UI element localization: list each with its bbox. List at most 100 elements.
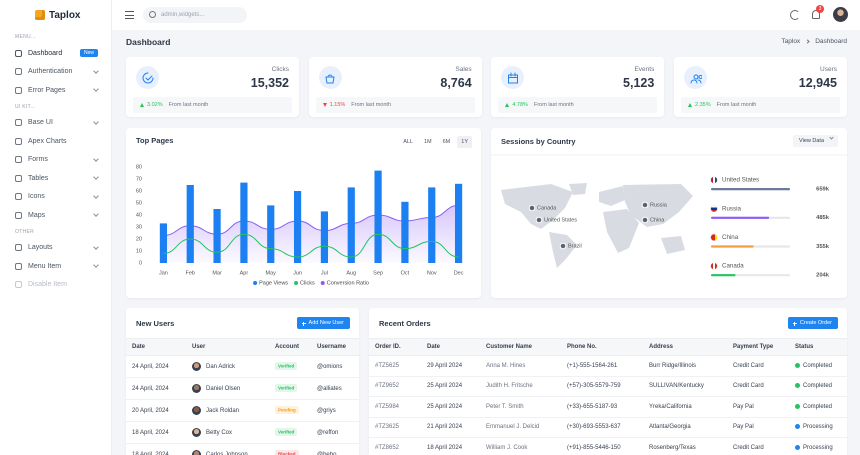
user-cell: Dan Adrick (186, 355, 269, 378)
country-flag (710, 233, 718, 241)
theme-toggle[interactable] (790, 10, 800, 20)
stat-label: Clicks (271, 66, 289, 73)
map-marker (528, 204, 536, 212)
x-tick-label: Jul (321, 270, 328, 276)
data-table: Order ID. Date Customer Name Phone No. Addre… (369, 338, 847, 455)
menu-icon (15, 86, 22, 94)
country-value: 659k (816, 187, 830, 193)
table-row: 18 April, 2024 Betty Cox Verified @reffon (126, 421, 359, 444)
menu-item[interactable]: Base UI (0, 114, 111, 133)
menu-item[interactable]: Apex Charts (0, 132, 111, 151)
status-cell: Completed (789, 396, 847, 418)
country-value: 204k (816, 273, 830, 279)
account-badge: Blocked (275, 450, 299, 455)
stat-card: Users 12,945 2.35% From last month (674, 57, 847, 117)
user-date: 24 April, 2024 (126, 355, 186, 378)
table-body: 24 April, 2024 Dan Adrick Verified @omions 2… (126, 355, 359, 455)
account-badge: Verified (275, 384, 298, 392)
stat-label: Events (634, 66, 655, 73)
stat-glyph (690, 73, 702, 83)
payment-type: Credit Card (727, 355, 789, 377)
status-dot (795, 403, 800, 409)
user-date: 18 April, 2024 (126, 443, 186, 455)
range-button[interactable]: 6M (442, 139, 451, 145)
user-name: Betty Cox (206, 430, 233, 437)
menu-item[interactable]: Forms (0, 151, 111, 170)
user-name: Dan Adrick (206, 364, 236, 371)
user-date: 18 April, 2024 (126, 421, 186, 444)
menu-section-label: OTHER (15, 228, 34, 235)
menu-item[interactable]: Maps (0, 206, 111, 225)
menu-chevron (93, 211, 99, 218)
x-tick-label: Mar (212, 270, 222, 276)
menu-item[interactable]: Tables (0, 169, 111, 188)
range-button[interactable]: 1Y (457, 136, 472, 148)
status-label: Processing (803, 424, 833, 431)
x-tick-label: Feb (186, 270, 195, 276)
search-icon (149, 11, 156, 18)
address: Yreka/California (643, 396, 727, 418)
column-header: Customer Name (480, 338, 561, 356)
account-cell: Verified (269, 355, 311, 378)
user-avatar (192, 362, 201, 371)
range-button[interactable]: 1M (423, 139, 432, 145)
table-row: 20 April, 2024 Jack Roldan Pending @griys (126, 399, 359, 422)
account-cell: Verified (269, 377, 311, 400)
header-row: Date User Account Username (126, 338, 359, 356)
status-label: Completed (803, 403, 833, 410)
view-data-button[interactable]: View Data (793, 135, 838, 147)
range-button[interactable]: ALL (403, 139, 413, 145)
user-name: Jack Roldan (206, 408, 240, 415)
order-id: #TZ8652 (369, 437, 421, 455)
stat-glyph-path (690, 73, 702, 83)
top-pages-card: 0 10 20 30 40 50 60 70 80 Jan Feb Mar Apr May Jun Jul Au… (126, 128, 481, 298)
order-id: #TZ3625 (369, 417, 421, 438)
menu-toggle[interactable] (125, 11, 134, 19)
change-note: From last month (716, 102, 757, 108)
menu-icon (15, 244, 22, 252)
menu-chevron (93, 86, 99, 93)
user-cell: Carlos Johnson (186, 443, 269, 455)
status-label: Completed (803, 362, 833, 369)
stat-label: Users (820, 66, 837, 73)
username: @griys (311, 399, 359, 422)
stat-glyph-path (325, 74, 335, 83)
table-body: #TZ5625 29 April 2024 Anna M. Hines (+1)-55… (369, 355, 847, 455)
stat-glyph (325, 74, 335, 83)
map-label: China (650, 217, 665, 223)
menu-item[interactable]: Layouts (0, 239, 111, 258)
menu-label: Apex Charts (28, 137, 67, 145)
change-arrow (688, 103, 693, 107)
status-dot (795, 383, 800, 389)
menu-icon (15, 49, 22, 57)
menu-item[interactable]: Dashboard New (0, 44, 111, 63)
change-value: 4.78% (512, 102, 528, 108)
search-box[interactable]: admin,widgets... (143, 7, 247, 23)
button-label: Add New User (308, 320, 344, 326)
menu-item[interactable]: Error Pages (0, 81, 111, 100)
table-row: #TZ8652 18 April 2024 William J. Cook (+91)… (369, 437, 847, 455)
customer-name: William J. Cook (480, 437, 561, 455)
menu-item[interactable]: Authentication (0, 63, 111, 82)
column-header: Phone No. (561, 338, 643, 356)
primary-button[interactable]: Add New User (296, 317, 350, 329)
order-date: 18 April 2024 (421, 437, 480, 455)
user-name: Carlos Johnson (206, 452, 248, 455)
primary-button[interactable]: Create Order (787, 317, 838, 329)
menu-section-label: UI KIT... (15, 103, 36, 110)
menu-item[interactable]: Icons (0, 188, 111, 207)
stat-card: Clicks 15,352 3.02% From last month (126, 57, 299, 117)
bar (428, 187, 436, 263)
recent-orders-card: Recent Orders Create Order Order ID. Date Cu… (369, 308, 847, 455)
menu-label: Error Pages (28, 86, 66, 94)
table-row: #TZ5984 25 April 2024 Peter T. Smith (+33)-… (369, 396, 847, 418)
breadcrumb-item[interactable]: Taplox (781, 38, 801, 45)
menu-item[interactable]: Menu Item (0, 257, 111, 276)
y-tick-label: 40 (136, 212, 142, 218)
user-avatar[interactable] (833, 7, 848, 22)
x-tick-label: Nov (427, 270, 437, 276)
column-header: Date (126, 338, 186, 356)
x-tick-label: Dec (454, 270, 464, 276)
user-name: Daniel Olsen (206, 386, 241, 393)
